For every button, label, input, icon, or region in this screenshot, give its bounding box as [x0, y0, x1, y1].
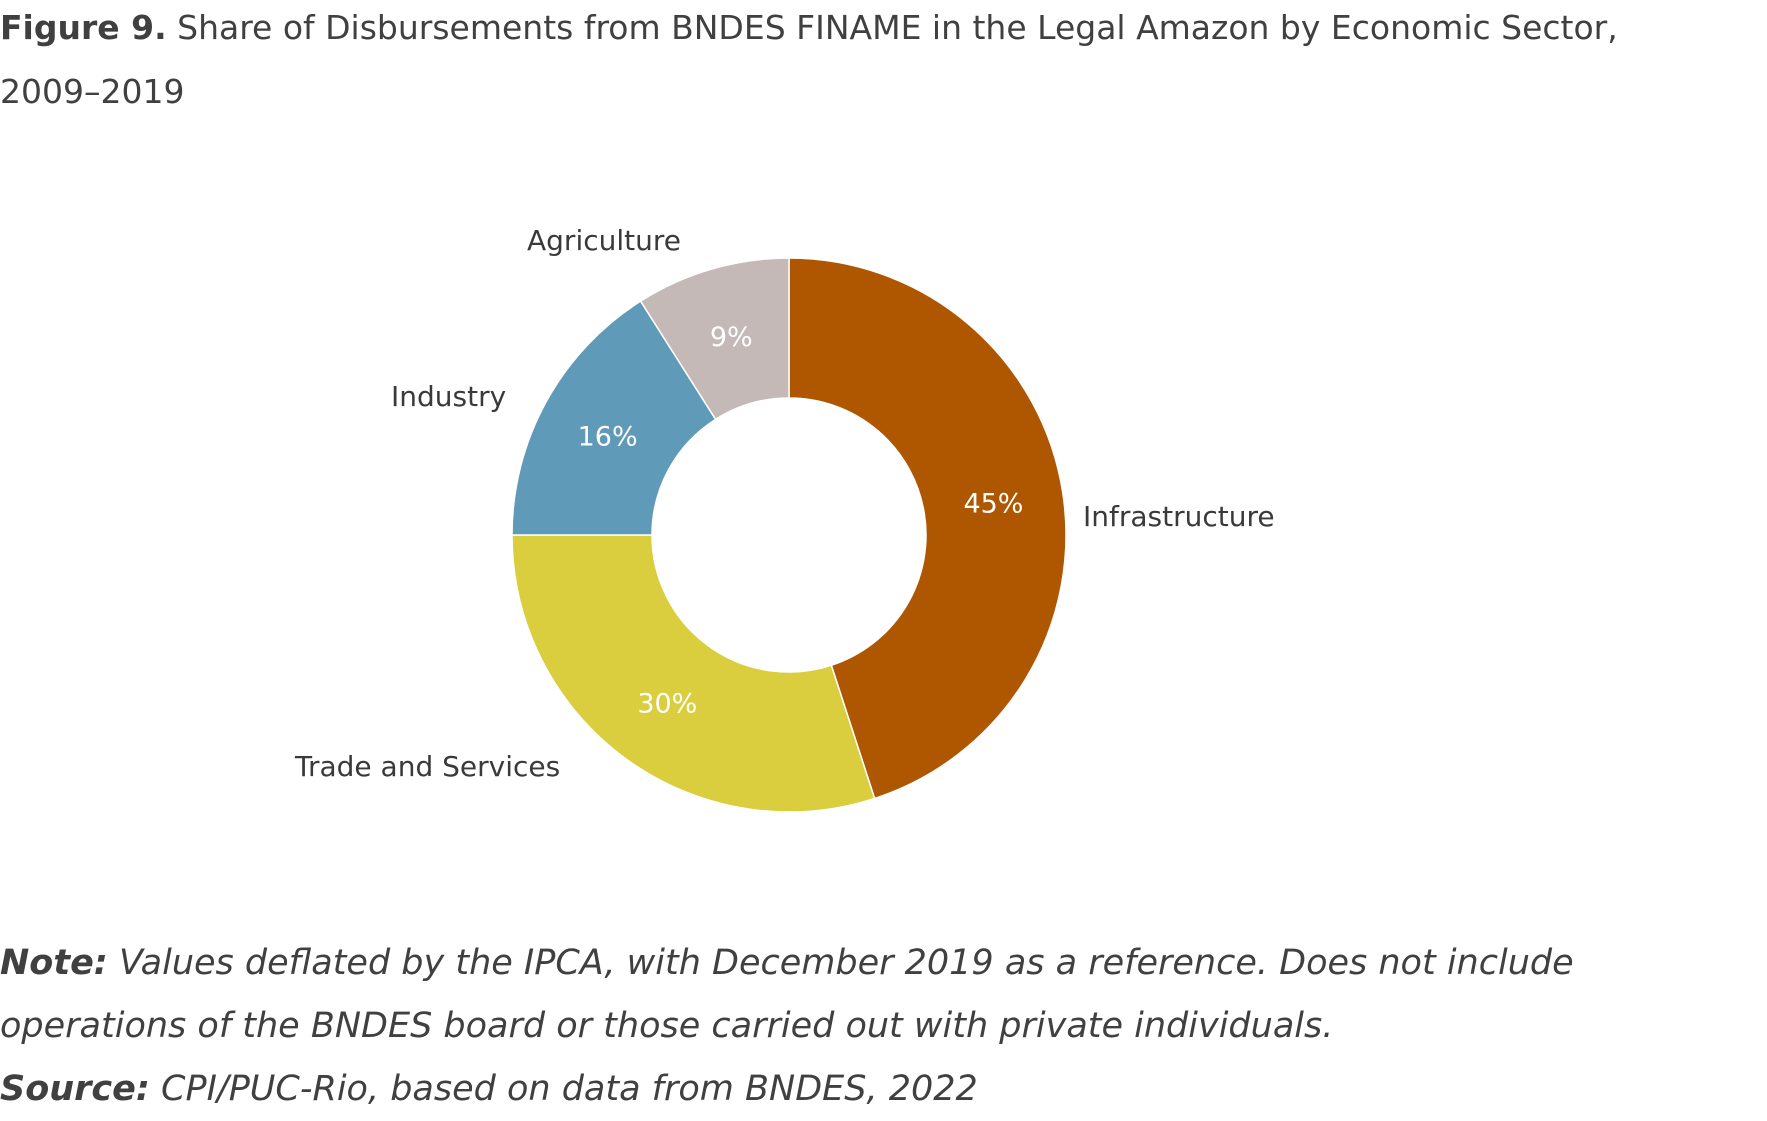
source-line: Source: CPI/PUC-Rio, based on data from … [0, 1058, 1740, 1121]
value-label-agriculture: 9% [710, 322, 753, 353]
category-label-industry: Industry [391, 380, 506, 413]
category-label-trade-and-services: Trade and Services [294, 750, 560, 783]
value-label-industry: 16% [578, 421, 638, 452]
figure-number: Figure 9. [0, 8, 167, 47]
value-label-trade-and-services: 30% [637, 688, 697, 719]
note-lead: Note: [0, 943, 108, 983]
slice-agriculture [639, 257, 790, 421]
slice-trade-and-services [511, 534, 876, 813]
value-label-infrastructure: 45% [963, 489, 1023, 520]
figure-notes: Note: Values deflated by the IPCA, with … [0, 932, 1740, 1121]
source-lead: Source: [0, 1069, 150, 1109]
slice-industry [511, 300, 717, 536]
slice-infrastructure [788, 257, 1067, 800]
category-label-agriculture: Agriculture [527, 224, 681, 257]
source-text: CPI/PUC-Rio, based on data from BNDES, 2… [149, 1069, 978, 1109]
figure-title-text: Share of Disbursements from BNDES FINAME… [0, 8, 1618, 111]
category-label-infrastructure: Infrastructure [1083, 500, 1275, 533]
note-text: Values deflated by the IPCA, with Decemb… [0, 943, 1574, 1046]
figure-title: Figure 9. Share of Disbursements from BN… [0, 0, 1720, 124]
note-line: Note: Values deflated by the IPCA, with … [0, 932, 1740, 1058]
